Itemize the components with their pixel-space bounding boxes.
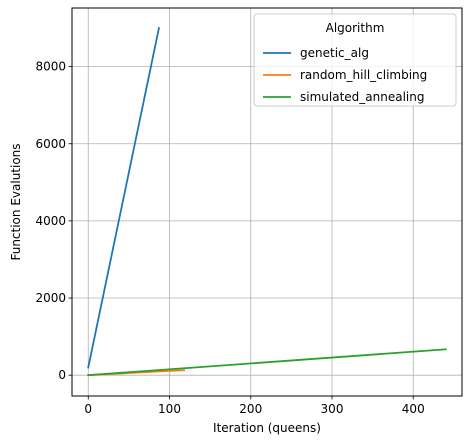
x-tick-label: 0 <box>84 402 92 416</box>
legend-box <box>253 13 457 107</box>
legend-label: simulated_annealing <box>300 90 424 104</box>
x-tick-label: 100 <box>158 402 181 416</box>
x-tick-label: 200 <box>239 402 262 416</box>
y-tick-label: 6000 <box>35 137 66 151</box>
series-line-genetic-alg <box>87 26 161 369</box>
legend: Algorithm genetic_alg random_hill_climbin… <box>253 13 457 107</box>
y-tick-label: 0 <box>58 368 66 382</box>
x-axis-label: Iteration (queens) <box>213 421 321 435</box>
legend-title: Algorithm <box>326 21 385 35</box>
legend-items: genetic_alg random_hill_climbing simulated… <box>263 46 427 104</box>
legend-label: random_hill_climbing <box>300 68 427 82</box>
series-line-simulated-annealing <box>87 348 447 377</box>
series-lines <box>87 26 447 377</box>
y-tick-label: 4000 <box>35 214 66 228</box>
y-tick-label: 2000 <box>35 291 66 305</box>
x-tick-label: 300 <box>321 402 344 416</box>
plot-frame <box>71 7 463 397</box>
y-tick-label: 8000 <box>35 60 66 74</box>
y-axis-label: Function Evalutions <box>9 143 23 260</box>
x-tick-label: 400 <box>402 402 425 416</box>
legend-label: genetic_alg <box>300 46 369 60</box>
